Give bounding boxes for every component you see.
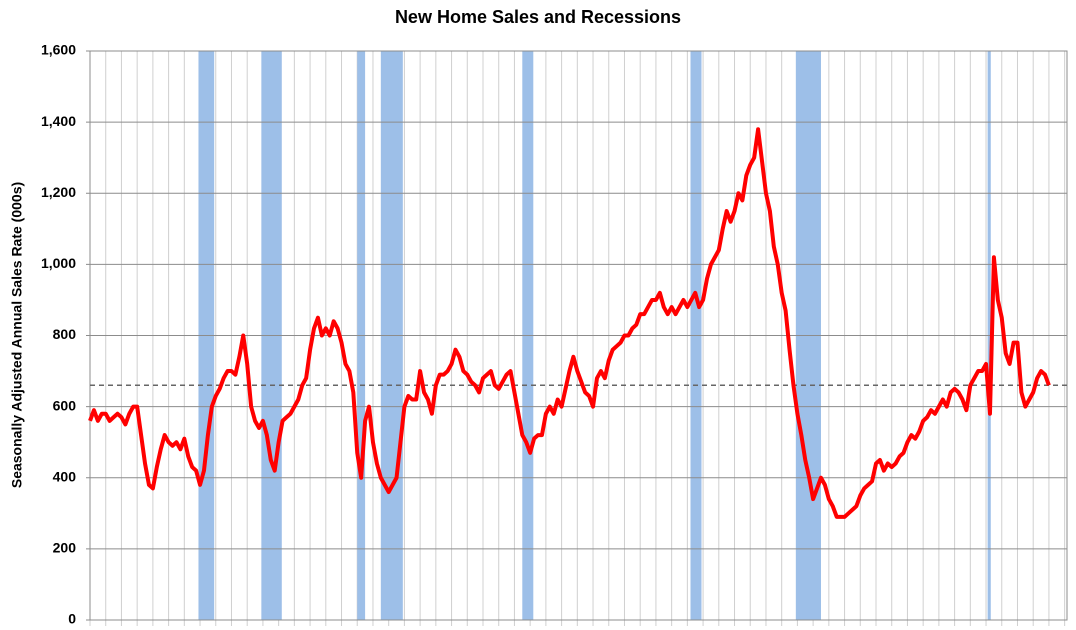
y-tick-label: 1,000 [41,255,76,271]
chart-title: New Home Sales and Recessions [395,7,681,27]
y-tick-label: 0 [68,611,76,627]
y-tick-label: 800 [53,326,77,342]
vertical-grid [89,51,1066,626]
y-tick-label: 1,200 [41,184,76,200]
series-line [88,127,1051,519]
plot-border [89,50,1068,621]
y-tick-label: 600 [53,397,77,413]
y-tick-label: 200 [53,540,77,556]
y-tick-label: 1,600 [41,42,76,58]
y-axis-label: Seasonally Adjusted Annual Sales Rate (0… [9,182,25,488]
y-tick-label: 1,400 [41,113,76,129]
y-tick-label: 400 [53,468,77,484]
